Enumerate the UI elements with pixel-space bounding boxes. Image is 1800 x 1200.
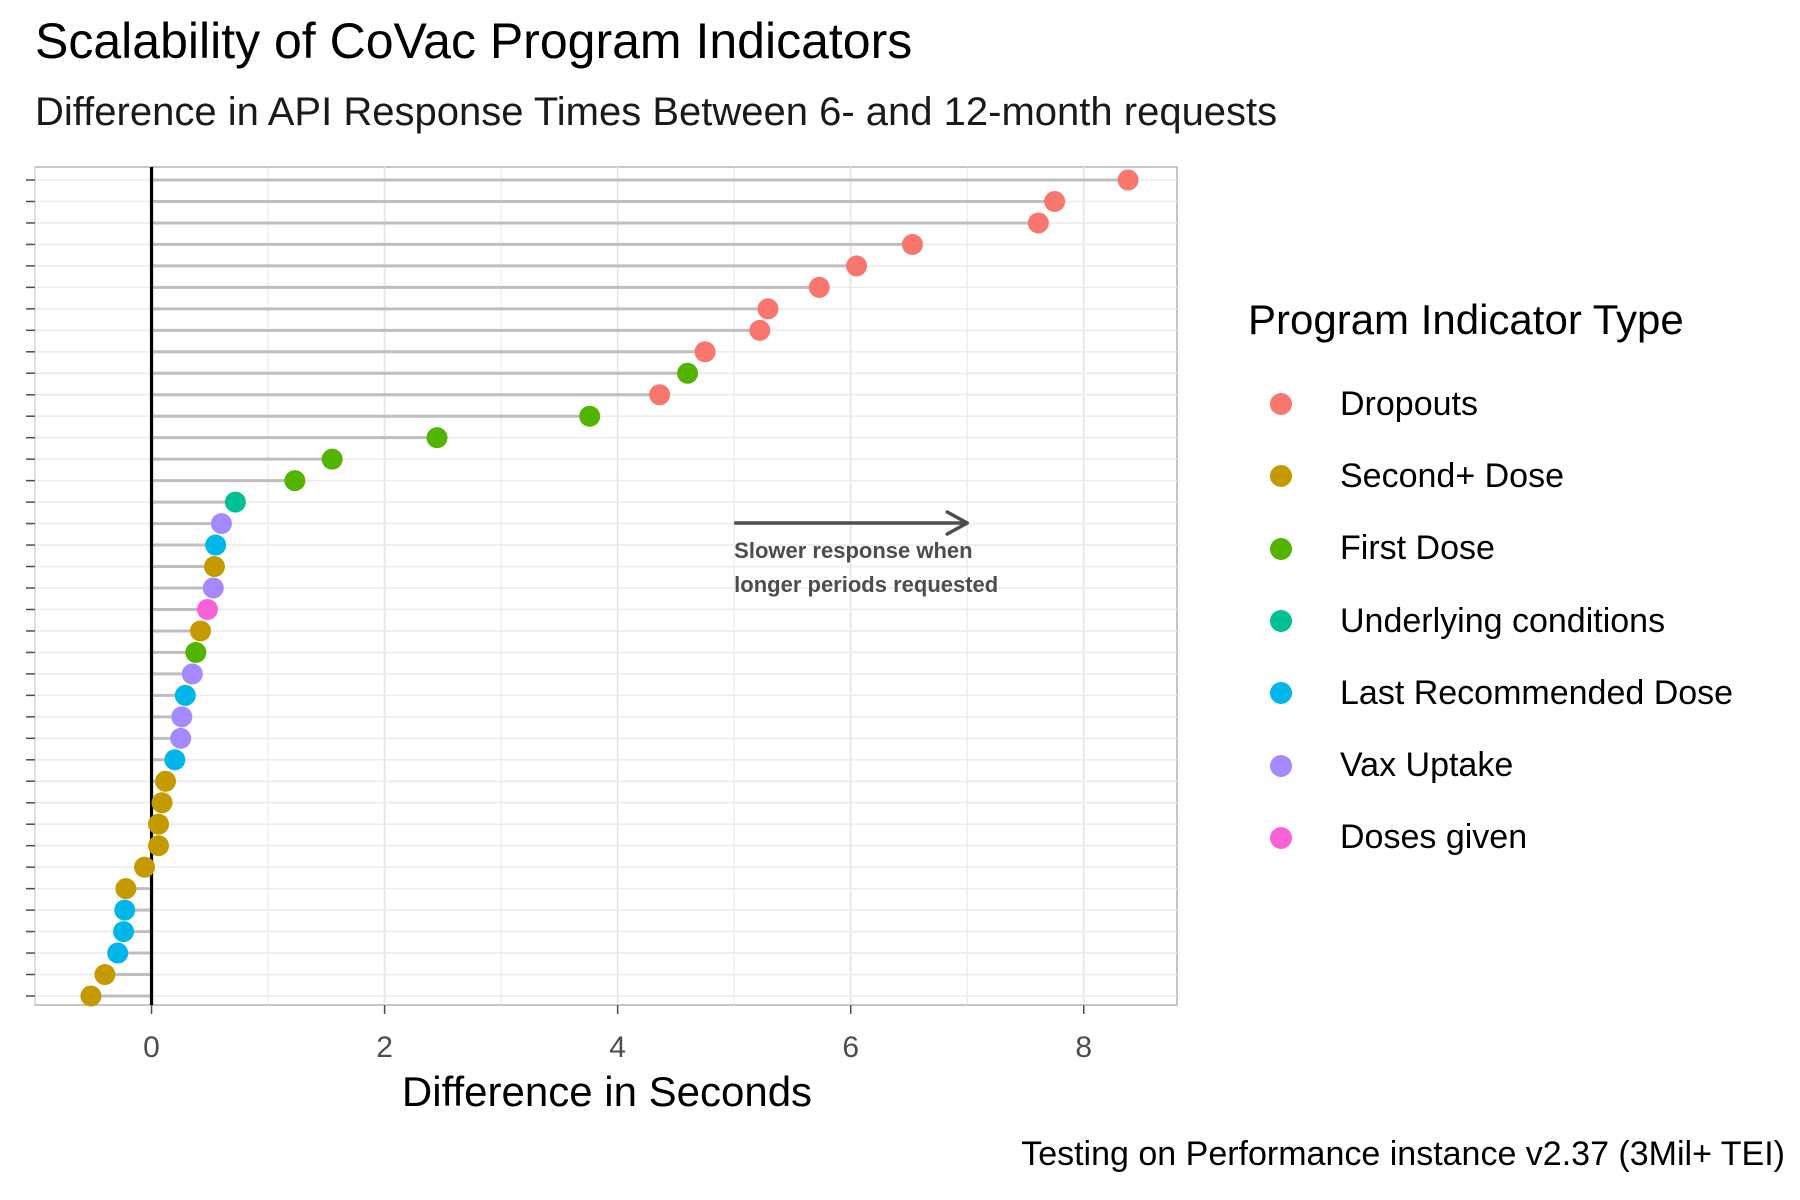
legend-item: First Dose (1248, 513, 1733, 585)
data-point (1117, 169, 1139, 191)
x-tick-label: 4 (609, 1031, 626, 1064)
legend-item: Second+ Dose (1248, 440, 1733, 512)
x-tick-label: 2 (376, 1031, 393, 1064)
data-point (224, 491, 246, 513)
legend-items: Dropouts Second+ Dose First Dose Underlying… (1248, 368, 1733, 874)
data-point (185, 641, 207, 663)
data-point (426, 427, 448, 449)
data-point (284, 470, 306, 492)
data-point (148, 835, 170, 857)
legend-item: Vax Uptake (1248, 729, 1733, 801)
data-point (694, 341, 716, 363)
data-point (170, 727, 192, 749)
data-point (134, 856, 156, 878)
data-point (757, 298, 779, 320)
data-point (649, 384, 671, 406)
x-axis-title: Difference in Seconds (401, 1068, 813, 1115)
legend-item: Underlying conditions (1248, 585, 1733, 657)
data-point (1044, 190, 1066, 212)
data-point (749, 319, 771, 341)
chart-subtitle: Difference in API Response Times Between… (35, 90, 1278, 134)
data-point (808, 276, 830, 298)
x-tick-label: 6 (842, 1031, 859, 1064)
data-point (115, 878, 137, 900)
legend-marker (1270, 682, 1292, 705)
data-point (113, 921, 135, 943)
annotation-text: Slower response when (734, 538, 972, 563)
legend-item: Doses given (1248, 802, 1733, 874)
legend-label: Underlying conditions (1340, 601, 1666, 640)
data-point (1027, 212, 1049, 234)
data-point (579, 405, 601, 427)
legend-item: Last Recommended Dose (1248, 657, 1733, 729)
legend-marker (1270, 537, 1292, 560)
legend-marker (1270, 465, 1292, 488)
data-point (210, 513, 232, 535)
legend-label: First Dose (1340, 529, 1495, 568)
data-point (203, 556, 225, 578)
data-point (80, 985, 102, 1007)
data-point (107, 942, 129, 964)
data-point (164, 749, 186, 771)
legend: Program Indicator Type Dropouts Second+ D… (1248, 296, 1733, 874)
legend-label: Last Recommended Dose (1340, 673, 1734, 712)
data-point (181, 663, 203, 685)
plot-panel (34, 166, 1178, 1006)
data-point (846, 255, 868, 277)
data-point (174, 684, 196, 706)
data-point (196, 598, 218, 620)
legend-marker (1270, 754, 1292, 777)
chart-title: Scalability of CoVac Program Indicators (35, 13, 913, 69)
data-point (901, 233, 923, 255)
legend-marker (1270, 393, 1292, 416)
legend-label: Dropouts (1340, 384, 1478, 423)
data-point (189, 620, 211, 642)
legend-label: Second+ Dose (1340, 456, 1564, 495)
x-tick-label: 0 (143, 1031, 160, 1064)
legend-label: Vax Uptake (1340, 746, 1514, 785)
legend-item: Dropouts (1248, 368, 1733, 440)
data-point (677, 362, 699, 384)
data-point (94, 964, 116, 986)
legend-marker (1270, 610, 1292, 633)
data-point (114, 899, 136, 921)
data-point (321, 448, 343, 470)
data-point (151, 792, 173, 814)
legend-title: Program Indicator Type (1248, 296, 1684, 343)
data-point (171, 706, 193, 728)
data-point (202, 577, 224, 599)
legend-label: Doses given (1340, 818, 1528, 857)
legend-marker (1270, 826, 1292, 849)
x-tick-label: 8 (1075, 1031, 1092, 1064)
chart-caption: Testing on Performance instance v2.37 (3… (1021, 1135, 1785, 1173)
data-point (148, 813, 170, 835)
annotation-text: longer periods requested (734, 572, 998, 597)
annotation-arrowhead (945, 510, 969, 536)
data-point (205, 534, 227, 556)
data-point (155, 770, 177, 792)
